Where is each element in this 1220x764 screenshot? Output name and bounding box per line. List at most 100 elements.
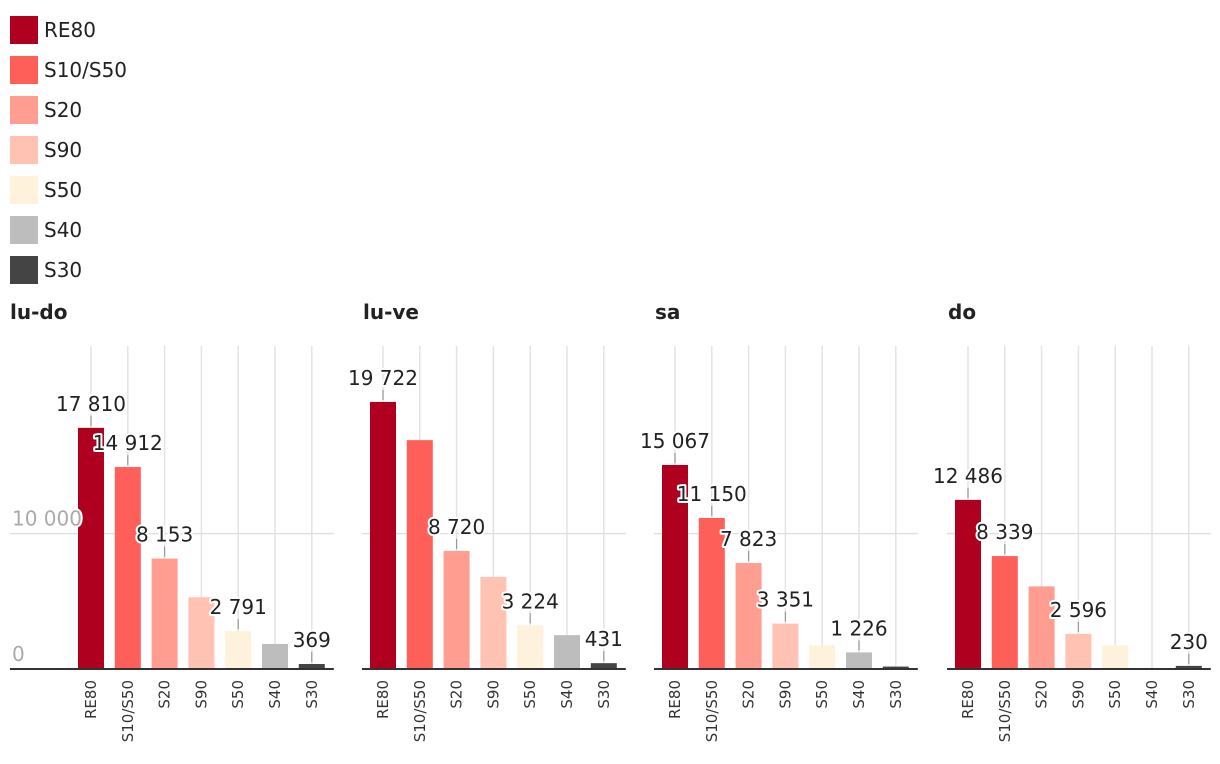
data-label: 1 226 [830, 616, 887, 640]
data-label: 2 596 [1050, 598, 1107, 622]
bar-s50 [225, 631, 252, 669]
legend-swatch [10, 96, 38, 124]
chart-title: lu-ve [363, 300, 419, 324]
legend-label: S30 [44, 258, 83, 282]
data-label: 14 912 [93, 431, 163, 455]
x-tick-label: S90 [484, 680, 502, 709]
x-tick-label: S90 [192, 680, 210, 709]
bar-s10-s50 [991, 556, 1018, 669]
data-label: 15 067 [640, 429, 710, 453]
x-tick-label: RE80 [82, 680, 100, 719]
x-tick-label: S10/S50 [996, 680, 1014, 742]
chart-panel-lu-do: lu-do 0 10 000 17 810 14 912 8 153 2 791 369 RE8… [10, 300, 334, 742]
legend-label: S90 [44, 138, 83, 162]
bar-re80 [370, 401, 396, 669]
bar-s10-s50 [698, 518, 725, 669]
x-tick-label: S20 [1033, 680, 1051, 709]
chart-title: lu-do [10, 300, 67, 324]
bar-s30 [590, 663, 617, 669]
data-label: 12 486 [933, 464, 1003, 488]
bar-s20 [443, 550, 470, 669]
bar-s20 [735, 563, 762, 669]
x-tick-label: S20 [740, 680, 758, 709]
data-label: 19 722 [348, 366, 418, 390]
x-tick-label: S10/S50 [119, 680, 137, 742]
bar-s90 [480, 576, 507, 669]
legend-swatch [10, 256, 38, 284]
data-label: 8 720 [428, 515, 485, 539]
bar-s90 [1065, 633, 1092, 669]
legend-item: S10/S50 [10, 50, 127, 90]
x-tick-label: S40 [850, 680, 868, 709]
y-tick-label: 10 000 [12, 507, 82, 531]
legend-item: S20 [10, 90, 127, 130]
bar-s90 [772, 623, 799, 669]
legend-swatch [10, 216, 38, 244]
x-tick-label: S30 [595, 680, 613, 709]
legend-item: S40 [10, 210, 127, 250]
bar-re80 [955, 499, 981, 669]
bar-s50 [809, 645, 836, 669]
data-label: 17 810 [56, 392, 126, 416]
x-tick-label: S50 [813, 680, 831, 709]
bar-re80 [662, 464, 688, 669]
x-tick-label: RE80 [374, 680, 392, 719]
legend-label: S50 [44, 178, 83, 202]
legend-item: S90 [10, 130, 127, 170]
legend-label: S10/S50 [44, 58, 128, 82]
bar-s40 [846, 652, 872, 669]
x-tick-label: S90 [1069, 680, 1087, 709]
x-tick-label: S40 [1143, 680, 1161, 709]
data-label: 7 823 [720, 527, 777, 551]
x-tick-label: S30 [887, 680, 905, 709]
bar-s30 [1175, 665, 1202, 669]
bar-s40 [554, 635, 580, 669]
x-tick-label: S90 [776, 680, 794, 709]
x-tick-label: S40 [266, 680, 284, 709]
x-tick-label: S50 [229, 680, 247, 709]
data-label: 8 153 [136, 523, 193, 547]
bar-s10-s50 [406, 440, 433, 669]
chart-title: sa [655, 300, 680, 324]
x-tick-label: S50 [521, 680, 539, 709]
x-tick-label: S30 [1180, 680, 1198, 709]
y-tick-label: 0 [12, 642, 25, 666]
bar-s50 [1102, 645, 1129, 669]
bar-s40 [262, 643, 288, 669]
data-label: 369 [293, 628, 331, 652]
bar-s30 [882, 666, 909, 669]
legend-label: S40 [44, 218, 83, 242]
data-label: 8 339 [976, 520, 1033, 544]
x-tick-label: S40 [558, 680, 576, 709]
chart-panel-lu-ve: lu-ve 19 722 8 720 3 224 431 RE80 S10/S50 S20 S9… [346, 300, 626, 742]
bar-s10-s50 [114, 467, 141, 669]
data-label: 230 [1170, 630, 1208, 654]
data-label: 3 224 [502, 589, 559, 613]
x-tick-label: S10/S50 [703, 680, 721, 742]
x-tick-label: RE80 [959, 680, 977, 719]
x-tick-label: S30 [303, 680, 321, 709]
data-label: 3 351 [757, 588, 814, 612]
x-tick-label: S10/S50 [411, 680, 429, 742]
x-tick-label: S20 [156, 680, 174, 709]
x-tick-label: S20 [448, 680, 466, 709]
data-label: 11 150 [677, 482, 747, 506]
chart-panel-do: do 12 486 8 339 2 596 230 RE80 S10/S50 S20 S90 S5… [931, 300, 1211, 742]
legend-label: S20 [44, 98, 83, 122]
bar-s20 [151, 558, 178, 669]
bar-s90 [188, 597, 215, 669]
bar-s30 [298, 664, 325, 669]
legend-label: RE80 [44, 18, 96, 42]
x-tick-label: S50 [1106, 680, 1124, 709]
legend-item: S30 [10, 250, 127, 290]
data-label: 2 791 [210, 595, 267, 619]
data-label: 431 [585, 627, 623, 651]
legend-swatch [10, 136, 38, 164]
legend: RE80 S10/S50 S20 S90 S50 S40 S30 [10, 10, 127, 290]
chart-title: do [948, 300, 976, 324]
legend-swatch [10, 16, 38, 44]
bar-re80 [78, 427, 104, 669]
legend-item: S50 [10, 170, 127, 210]
legend-swatch [10, 176, 38, 204]
